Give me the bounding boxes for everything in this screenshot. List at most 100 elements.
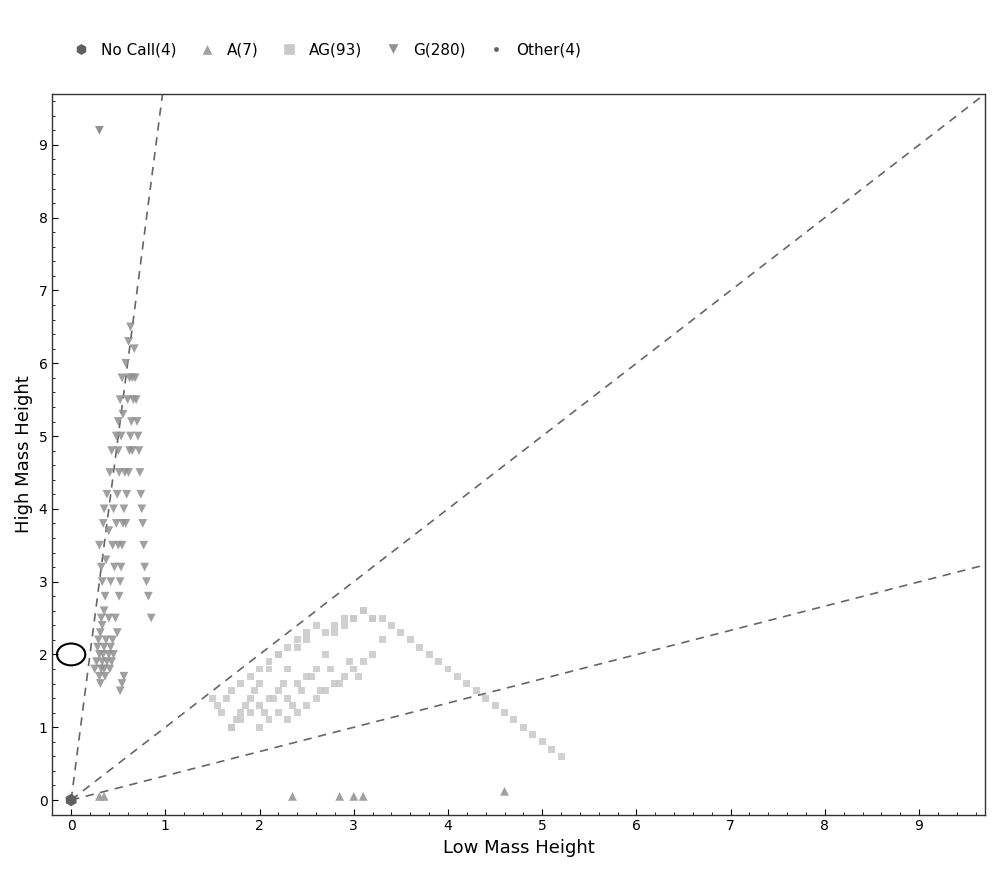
- Point: [101, 611, 117, 625]
- Point: [127, 371, 143, 385]
- Point: [122, 320, 138, 334]
- Point: [121, 335, 137, 349]
- Point: [108, 429, 124, 443]
- Point: [355, 789, 371, 803]
- Point: [242, 691, 258, 705]
- Point: [440, 662, 456, 676]
- Point: [261, 662, 277, 676]
- Point: [308, 662, 324, 676]
- Point: [228, 713, 244, 727]
- Point: [92, 677, 108, 691]
- Point: [280, 640, 296, 654]
- Point: [280, 662, 296, 676]
- Point: [112, 575, 128, 589]
- Point: [110, 538, 126, 552]
- Point: [336, 611, 352, 625]
- Point: [468, 684, 484, 698]
- Point: [223, 720, 239, 734]
- Point: [98, 553, 114, 567]
- Point: [106, 502, 122, 516]
- Point: [94, 618, 110, 632]
- Point: [346, 611, 362, 625]
- Point: [299, 670, 315, 684]
- Point: [103, 575, 119, 589]
- Point: [223, 684, 239, 698]
- Point: [242, 705, 258, 719]
- Point: [122, 444, 138, 458]
- Point: [94, 575, 110, 589]
- Point: [393, 625, 409, 639]
- Point: [109, 487, 125, 501]
- Point: [383, 618, 399, 632]
- Point: [105, 538, 121, 552]
- Point: [346, 789, 362, 803]
- Point: [332, 789, 348, 803]
- Point: [136, 538, 152, 552]
- Point: [96, 502, 112, 516]
- Point: [497, 705, 513, 719]
- Point: [280, 691, 296, 705]
- Point: [275, 677, 291, 691]
- Point: [252, 662, 268, 676]
- Point: [421, 648, 437, 662]
- Point: [332, 677, 348, 691]
- Point: [327, 677, 343, 691]
- Point: [431, 655, 447, 669]
- Point: [116, 670, 132, 684]
- Point: [124, 444, 140, 458]
- Point: [289, 640, 305, 654]
- Point: [108, 516, 124, 530]
- Point: [252, 698, 268, 712]
- Point: [110, 414, 126, 428]
- Point: [129, 414, 145, 428]
- Point: [91, 123, 107, 137]
- Point: [299, 698, 315, 712]
- Point: [96, 603, 112, 617]
- Point: [101, 648, 117, 662]
- Point: [106, 648, 122, 662]
- Point: [355, 655, 371, 669]
- Point: [96, 662, 112, 676]
- Point: [261, 713, 277, 727]
- Point: [133, 487, 149, 501]
- Point: [132, 466, 148, 480]
- Point: [126, 342, 142, 356]
- Point: [449, 670, 465, 684]
- Point: [106, 560, 122, 574]
- Point: [209, 698, 225, 712]
- Point: [125, 392, 141, 406]
- Point: [327, 625, 343, 639]
- Point: [89, 655, 105, 669]
- Point: [350, 670, 366, 684]
- Point: [247, 684, 263, 698]
- Point: [336, 670, 352, 684]
- Point: [104, 444, 120, 458]
- Point: [214, 705, 230, 719]
- Point: [256, 705, 272, 719]
- Point: [121, 466, 137, 480]
- Point: [374, 633, 390, 647]
- Point: [130, 429, 146, 443]
- Point: [137, 560, 153, 574]
- Point: [92, 625, 108, 639]
- Point: [525, 727, 541, 741]
- Point: [115, 516, 131, 530]
- Point: [252, 720, 268, 734]
- Point: [91, 789, 107, 803]
- Point: [139, 575, 155, 589]
- Point: [91, 648, 107, 662]
- Point: [90, 640, 106, 654]
- Point: [122, 429, 138, 443]
- Point: [87, 662, 103, 676]
- Point: [122, 371, 138, 385]
- Point: [233, 677, 249, 691]
- Point: [365, 648, 381, 662]
- Point: [294, 684, 310, 698]
- Point: [223, 720, 239, 734]
- Point: [98, 633, 114, 647]
- Point: [299, 633, 315, 647]
- Point: [266, 691, 282, 705]
- Point: [270, 648, 286, 662]
- Point: [101, 524, 117, 538]
- Point: [128, 392, 144, 406]
